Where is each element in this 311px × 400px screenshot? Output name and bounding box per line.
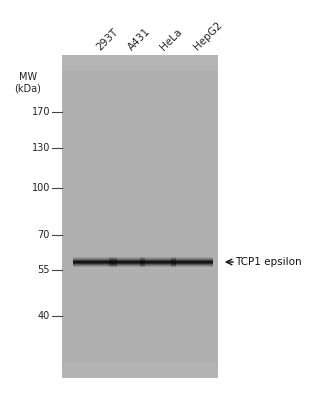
Bar xyxy=(62,55,218,70)
Text: 70: 70 xyxy=(38,230,50,240)
Text: A431: A431 xyxy=(126,26,152,52)
Text: 130: 130 xyxy=(32,143,50,153)
Bar xyxy=(62,55,218,378)
Text: 170: 170 xyxy=(31,107,50,117)
Text: 55: 55 xyxy=(38,265,50,275)
Text: TCP1 epsilon: TCP1 epsilon xyxy=(235,257,302,267)
Text: 293T: 293T xyxy=(95,26,121,52)
Text: 100: 100 xyxy=(32,183,50,193)
Text: HeLa: HeLa xyxy=(158,26,183,52)
Text: 40: 40 xyxy=(38,311,50,321)
Text: HepG2: HepG2 xyxy=(192,20,224,52)
Text: MW
(kDa): MW (kDa) xyxy=(15,72,41,94)
Bar xyxy=(62,363,218,378)
